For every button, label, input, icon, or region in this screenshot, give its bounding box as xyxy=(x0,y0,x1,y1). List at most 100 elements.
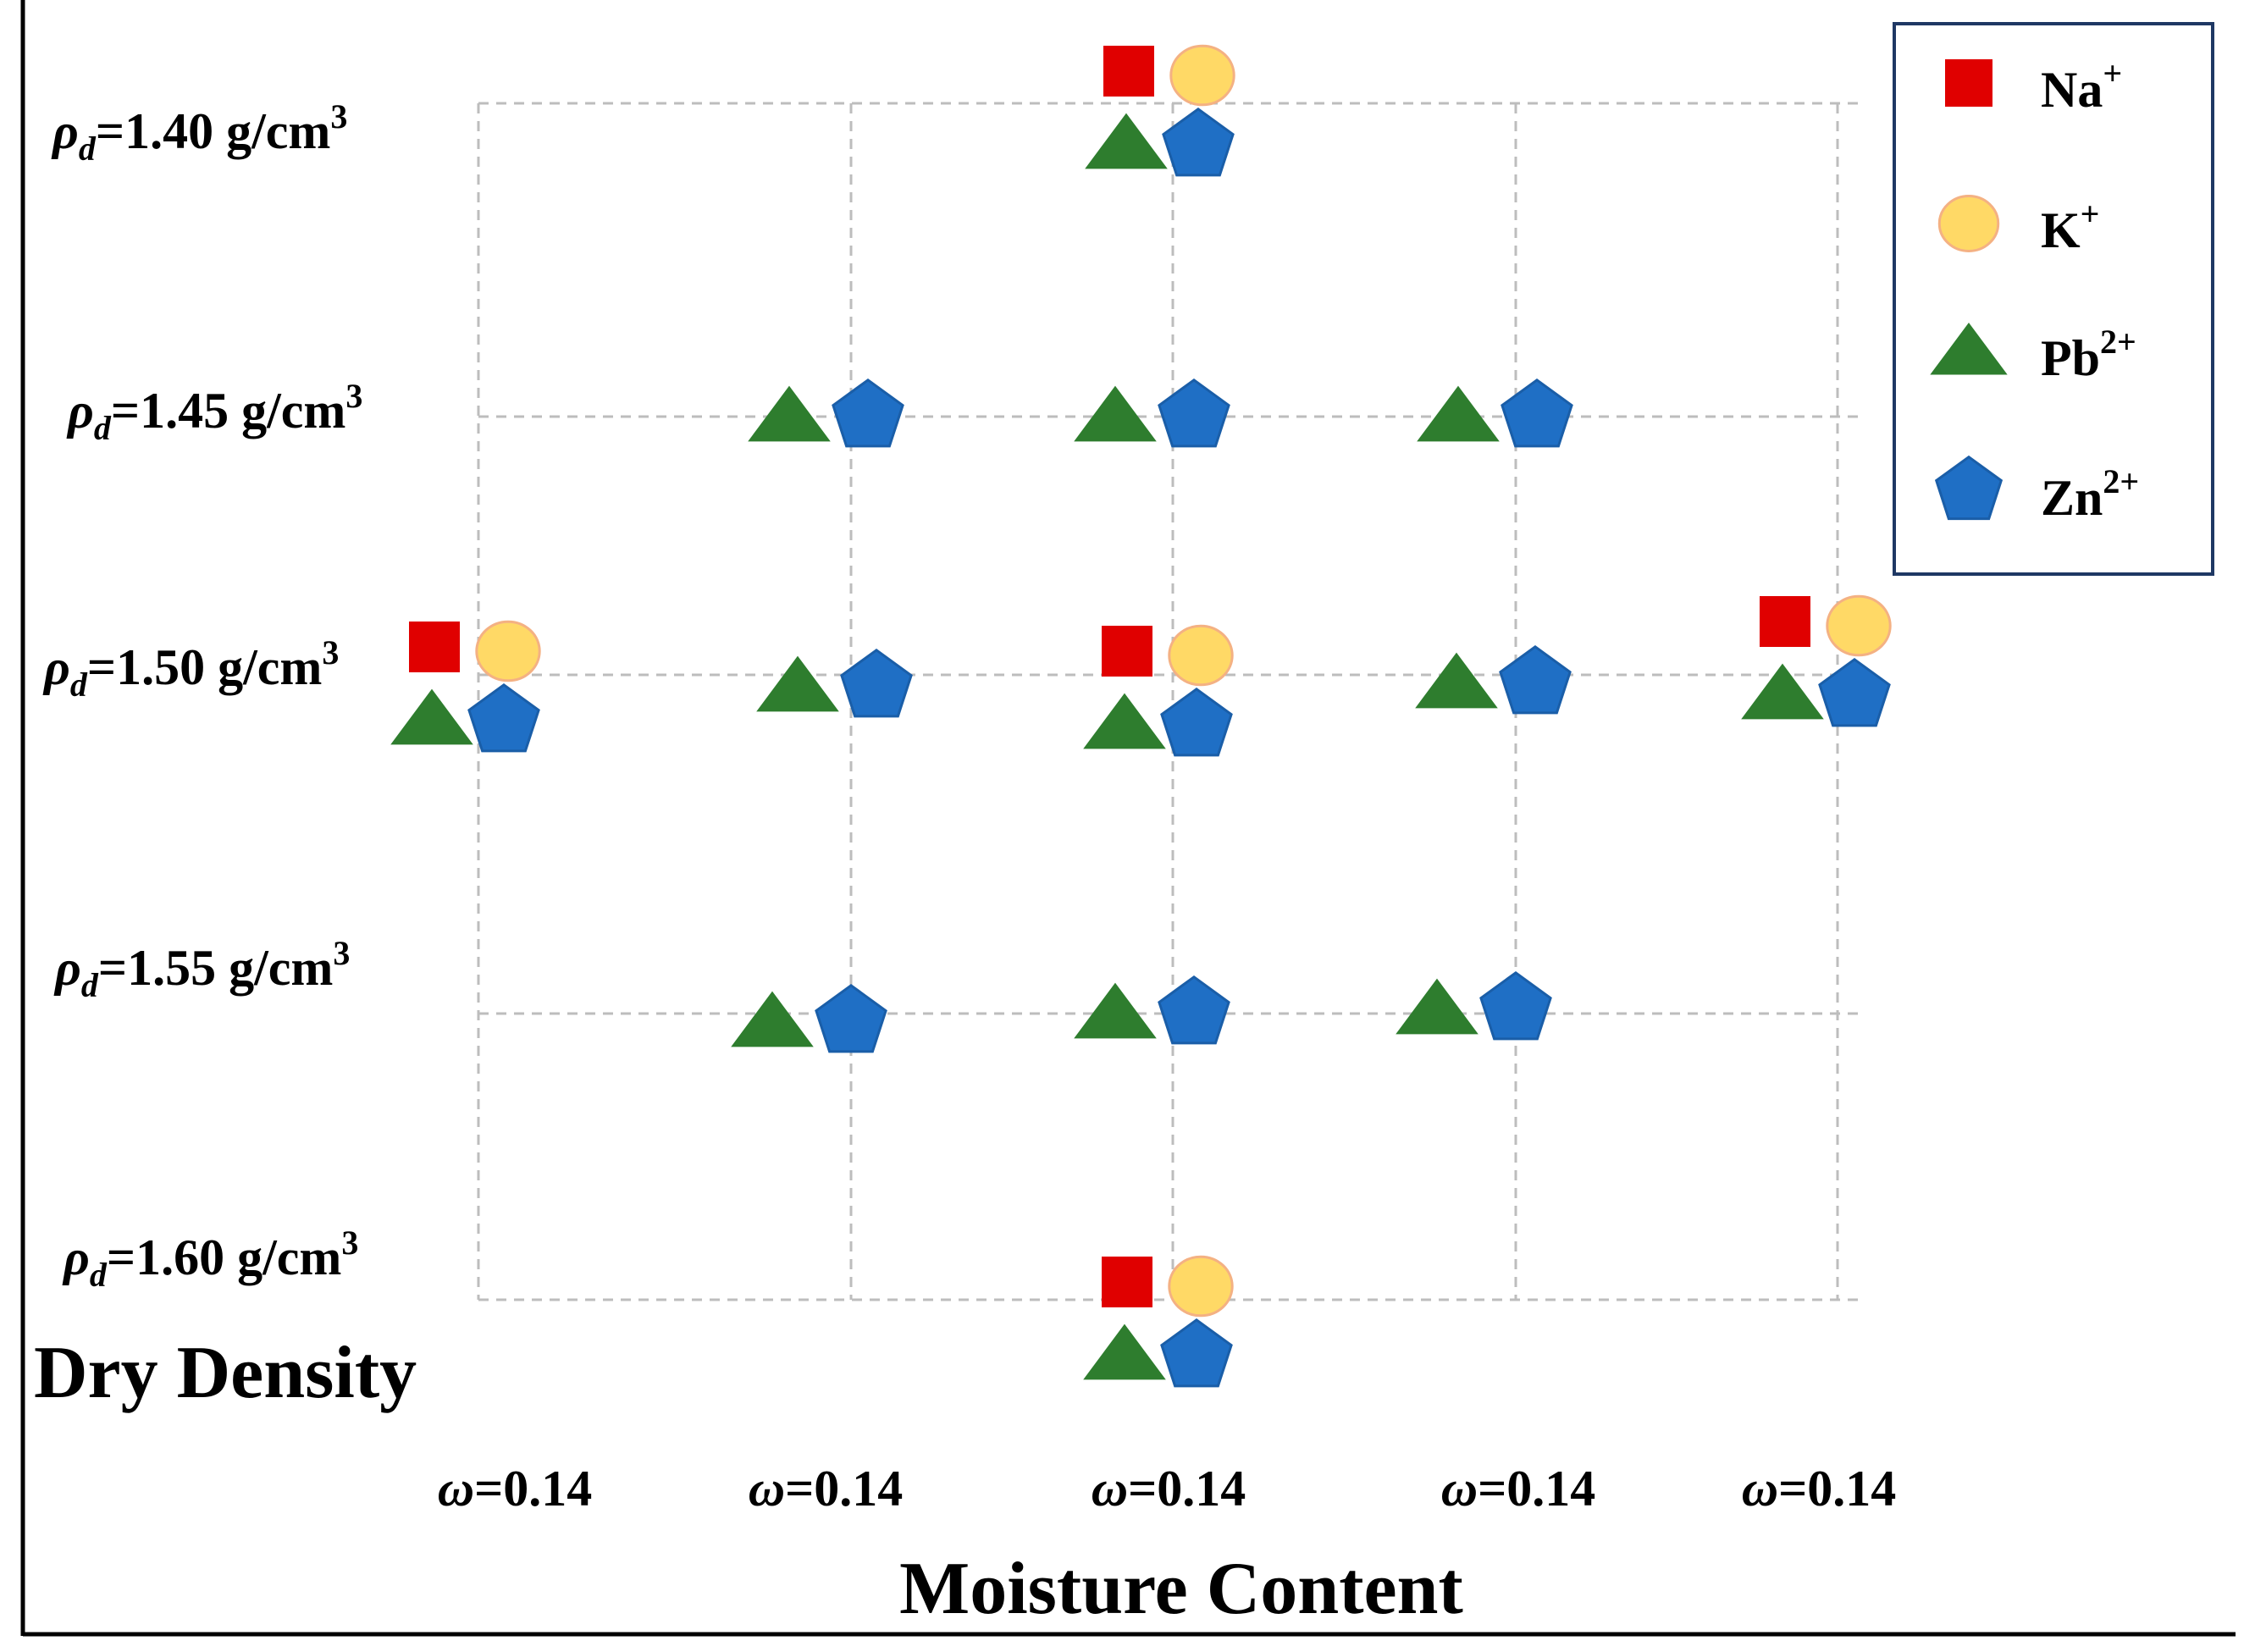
na-square-marker xyxy=(1102,1257,1152,1307)
pb-triangle-marker xyxy=(1741,663,1824,720)
zn-pentagon-marker xyxy=(832,378,904,448)
na-square-marker xyxy=(1102,626,1152,677)
zn-pentagon-marker xyxy=(1499,644,1572,715)
y-tick-symbol: ρ xyxy=(62,1229,90,1285)
legend-item: Pb2+ xyxy=(1930,322,2136,386)
pb-triangle-marker xyxy=(1417,385,1500,442)
data-markers xyxy=(390,44,1892,1388)
x-tick-text: =0.14 xyxy=(474,1461,592,1517)
y-tick-text: =1.55 g/cm xyxy=(98,940,333,996)
k-circle-marker xyxy=(1168,1255,1234,1318)
y-tick-text: =1.50 g/cm xyxy=(87,639,322,695)
k-circle-marker xyxy=(475,620,541,682)
y-tick-superscript: 3 xyxy=(330,97,347,135)
pb-triangle-marker xyxy=(1415,652,1498,709)
zn-pentagon-marker xyxy=(1160,1318,1233,1388)
zn-pentagon-marker xyxy=(1160,687,1233,757)
y-tick-symbol: ρ xyxy=(51,103,79,159)
pb-triangle-marker xyxy=(1083,693,1166,749)
x-tick-symbol: ω xyxy=(1092,1461,1128,1517)
x-tick-symbol: ω xyxy=(438,1461,474,1517)
y-tick-superscript: 3 xyxy=(333,934,350,972)
na-square-marker xyxy=(1103,46,1154,97)
legend-ion-charge: 2+ xyxy=(2100,323,2136,361)
x-tick-text: =0.14 xyxy=(785,1461,903,1517)
grid xyxy=(477,102,1863,1301)
y-tick-label: ρd=1.55 g/cm3 xyxy=(53,934,350,1004)
zn-pentagon-marker xyxy=(1501,378,1573,448)
y-tick-symbol: ρ xyxy=(42,639,70,695)
legend-ion-charge: + xyxy=(2081,195,2100,233)
legend-ion-charge: + xyxy=(2103,54,2122,92)
legend-label: Pb2+ xyxy=(2041,323,2136,386)
y-tick-superscript: 3 xyxy=(341,1224,358,1262)
x-tick-label: ω=0.14 xyxy=(1441,1461,1596,1517)
legend-ion-name: Zn xyxy=(2041,470,2103,526)
chart-frame xyxy=(20,0,2236,1637)
pb-triangle-marker xyxy=(1396,978,1478,1035)
x-tick-text: =0.14 xyxy=(1478,1461,1595,1517)
y-tick-subscript: d xyxy=(81,966,99,1004)
y-tick-symbol: ρ xyxy=(66,383,94,439)
legend-ion-name: K xyxy=(2041,202,2081,258)
na-square-marker xyxy=(1760,596,1810,647)
legend-items: Na+K+Pb2+Zn2+ xyxy=(1930,54,2139,526)
zn-pentagon-marker xyxy=(1158,378,1230,448)
x-tick-label: ω=0.14 xyxy=(1092,1461,1246,1517)
y-tick-subscript: d xyxy=(70,666,88,704)
series-k xyxy=(475,44,1892,1318)
k-circle-marker xyxy=(1168,624,1234,687)
y-tick-label: ρd=1.50 g/cm3 xyxy=(42,633,339,704)
legend-circle-icon xyxy=(1937,195,2000,252)
x-tick-text: =0.14 xyxy=(1778,1461,1896,1517)
series-na xyxy=(409,46,1810,1307)
y-tick-label: ρd=1.45 g/cm3 xyxy=(66,377,362,447)
legend-item: Zn2+ xyxy=(1934,455,2139,526)
x-tick-label: ω=0.14 xyxy=(438,1461,593,1517)
zn-pentagon-marker xyxy=(815,983,887,1053)
legend-triangle-icon xyxy=(1930,322,2008,375)
zn-pentagon-marker xyxy=(1162,107,1235,177)
pb-triangle-marker xyxy=(756,655,839,712)
y-tick-label: ρd=1.60 g/cm3 xyxy=(62,1224,358,1294)
zn-pentagon-marker xyxy=(1158,975,1230,1045)
x-tick-symbol: ω xyxy=(749,1461,785,1517)
legend: Na+K+Pb2+Zn2+ xyxy=(1893,22,2214,576)
pb-triangle-marker xyxy=(1074,385,1157,442)
y-tick-text: =1.45 g/cm xyxy=(111,383,345,439)
y-axis-label: Dry Density xyxy=(34,1332,417,1414)
x-tick-label: ω=0.14 xyxy=(1742,1461,1897,1517)
pb-triangle-marker xyxy=(748,385,831,442)
legend-square-icon xyxy=(1945,59,1992,107)
y-tick-superscript: 3 xyxy=(345,377,362,415)
series-pb xyxy=(390,113,1824,1380)
y-tick-subscript: d xyxy=(90,1256,108,1294)
y-tick-text: =1.40 g/cm xyxy=(96,103,330,159)
zn-pentagon-marker xyxy=(840,648,913,718)
series-zn xyxy=(467,107,1891,1388)
zn-pentagon-marker xyxy=(1818,657,1891,727)
y-tick-subscript: d xyxy=(94,409,112,447)
x-tick-symbol: ω xyxy=(1742,1461,1778,1517)
pb-triangle-marker xyxy=(1083,1323,1166,1380)
x-tick-label: ω=0.14 xyxy=(749,1461,904,1517)
zn-pentagon-marker xyxy=(1479,970,1552,1041)
pb-triangle-marker xyxy=(390,688,473,745)
legend-item: K+ xyxy=(1937,195,2100,258)
x-tick-labels: ω=0.14 ω=0.14 ω=0.14 ω=0.14 ω=0.14 xyxy=(438,1461,1897,1517)
legend-ion-charge: 2+ xyxy=(2103,462,2139,500)
pb-triangle-marker xyxy=(1074,982,1157,1039)
na-square-marker xyxy=(409,622,460,672)
y-tick-symbol: ρ xyxy=(53,940,81,996)
k-circle-marker xyxy=(1169,44,1235,107)
legend-ion-name: Pb xyxy=(2041,330,2100,386)
y-tick-subscript: d xyxy=(79,130,97,168)
x-tick-symbol: ω xyxy=(1441,1461,1478,1517)
y-tick-label: ρd=1.40 g/cm3 xyxy=(51,97,347,168)
y-tick-text: =1.60 g/cm xyxy=(107,1229,341,1285)
k-circle-marker xyxy=(1826,594,1892,657)
x-axis-label: Moisture Content xyxy=(899,1548,1463,1630)
legend-item: Na+ xyxy=(1945,54,2122,118)
